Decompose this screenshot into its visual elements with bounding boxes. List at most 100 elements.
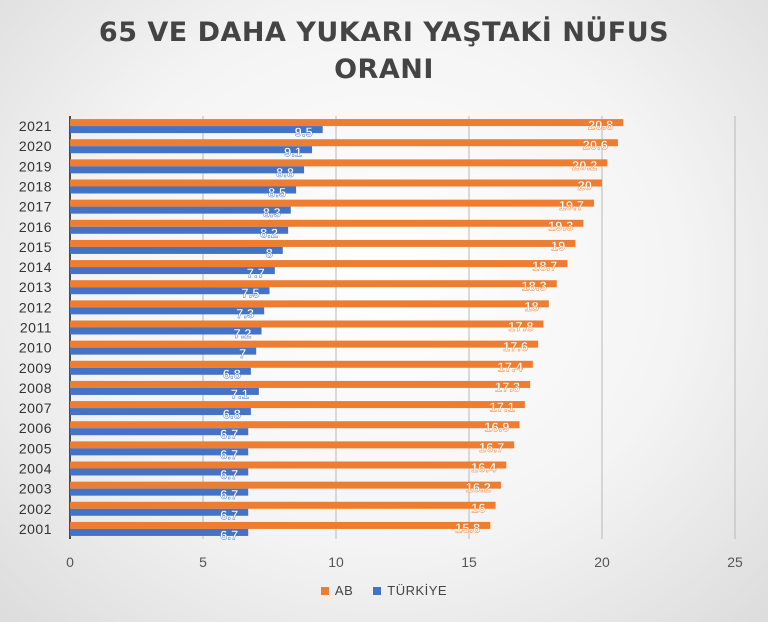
data-label: 6.7: [220, 427, 238, 442]
data-label: 17.4: [498, 359, 524, 374]
bar-ab: [70, 219, 584, 227]
data-label: 8.5: [268, 185, 286, 200]
y-tick-label: 2005: [19, 440, 52, 456]
y-tick-label: 2017: [19, 199, 52, 215]
legend-label: AB: [334, 583, 354, 599]
y-tick-label: 2011: [20, 320, 52, 336]
legend-swatch: [373, 586, 382, 595]
chart-title: 65 VE DAHA YUKARI YAŞTAKİ NÜFUS ORANI: [0, 14, 768, 88]
data-label: 6.7: [220, 527, 238, 542]
data-label: 6.7: [220, 507, 238, 522]
bar-ab: [70, 139, 618, 147]
legend-label: TÜRKİYE: [387, 583, 448, 599]
bar-ab: [70, 320, 544, 328]
bar-turkiye: [70, 408, 251, 416]
bar-ab: [70, 199, 595, 207]
data-label: 20.8: [588, 118, 613, 133]
legend-item: AB: [320, 582, 354, 599]
y-tick-label: 2019: [19, 158, 52, 174]
y-tick-label: 2001: [19, 521, 52, 537]
bar-ab: [70, 300, 549, 308]
data-label: 17.8: [508, 319, 533, 334]
bar-turkiye: [70, 226, 289, 234]
bar-turkiye: [70, 267, 275, 275]
data-label: 17.6: [503, 339, 528, 354]
y-tick-label: 2012: [19, 299, 52, 315]
bar-ab: [70, 159, 608, 167]
bar-ab: [70, 280, 557, 288]
bar-turkiye: [70, 126, 323, 134]
chart-title-line-1: 65 VE DAHA YUKARI YAŞTAKİ NÜFUS: [98, 17, 670, 48]
chart-title-line-2: ORANI: [334, 54, 434, 85]
bar-turkiye: [70, 327, 262, 335]
bar-turkiye: [70, 347, 257, 355]
data-label: 8: [266, 245, 273, 260]
data-label: 9.1: [284, 145, 302, 160]
data-label: 16.4: [471, 460, 497, 475]
data-label: 6.8: [223, 407, 241, 422]
data-label: 6.7: [220, 487, 238, 502]
bar-turkiye: [70, 186, 297, 194]
x-tick-label: 20: [594, 554, 610, 570]
data-label: 18: [524, 299, 538, 314]
y-tick-label: 2003: [19, 481, 52, 497]
data-label: 18.3: [521, 279, 546, 294]
bar-turkiye: [70, 307, 265, 315]
data-label: 7: [239, 346, 246, 361]
data-label: 20.2: [572, 158, 597, 173]
y-tick-label: 2014: [19, 259, 52, 275]
data-label: 19.3: [548, 218, 573, 233]
bar-ab: [70, 441, 515, 449]
bar-turkiye: [70, 508, 249, 516]
data-label: 16.2: [466, 480, 491, 495]
bar-turkiye: [70, 367, 251, 375]
data-label: 17.3: [495, 379, 520, 394]
bar-ab: [70, 421, 520, 429]
bar-ab: [70, 239, 576, 247]
data-label: 17.1: [490, 400, 515, 415]
data-label: 18.7: [532, 259, 557, 274]
data-label: 6.7: [220, 447, 238, 462]
x-tick-label: 0: [66, 554, 74, 570]
data-label: 8.2: [260, 225, 278, 240]
data-label: 6.7: [220, 467, 238, 482]
bar-ab: [70, 401, 525, 409]
data-label: 7.1: [231, 386, 249, 401]
bar-turkiye: [70, 287, 270, 295]
bar-turkiye: [70, 387, 259, 395]
bar-ab: [70, 179, 602, 187]
y-tick-label: 2002: [19, 501, 52, 517]
bar-turkiye: [70, 448, 249, 456]
data-label: 8.3: [263, 205, 281, 220]
bar-turkiye: [70, 428, 249, 436]
y-tick-label: 2015: [19, 239, 52, 255]
data-label: 20.6: [583, 138, 608, 153]
data-label: 19.7: [559, 198, 584, 213]
x-tick-label: 15: [461, 554, 477, 570]
y-tick-label: 2007: [19, 400, 52, 416]
bar-ab: [70, 260, 568, 268]
y-tick-label: 2016: [19, 219, 52, 235]
data-label: 16.9: [484, 420, 509, 435]
bar-turkiye: [70, 528, 249, 536]
y-tick-label: 2020: [19, 138, 52, 154]
bar-turkiye: [70, 488, 249, 496]
bar-turkiye: [70, 468, 249, 476]
bar-ab: [70, 380, 531, 388]
y-tick-label: 2009: [19, 360, 52, 376]
data-label: 7.2: [233, 326, 251, 341]
y-tick-label: 2004: [19, 461, 52, 477]
bar-ab: [70, 119, 624, 127]
data-label: 16.7: [479, 440, 504, 455]
data-label: 7.7: [247, 266, 265, 281]
x-tick-label: 10: [328, 554, 344, 570]
bar-ab: [70, 360, 533, 368]
data-label: 6.8: [223, 366, 241, 381]
bar-turkiye: [70, 146, 313, 154]
y-tick-label: 2021: [19, 118, 52, 134]
bar-turkiye: [70, 246, 283, 254]
bar-ab: [70, 340, 539, 348]
bar-ab: [70, 521, 491, 529]
bar-turkiye: [70, 206, 291, 214]
